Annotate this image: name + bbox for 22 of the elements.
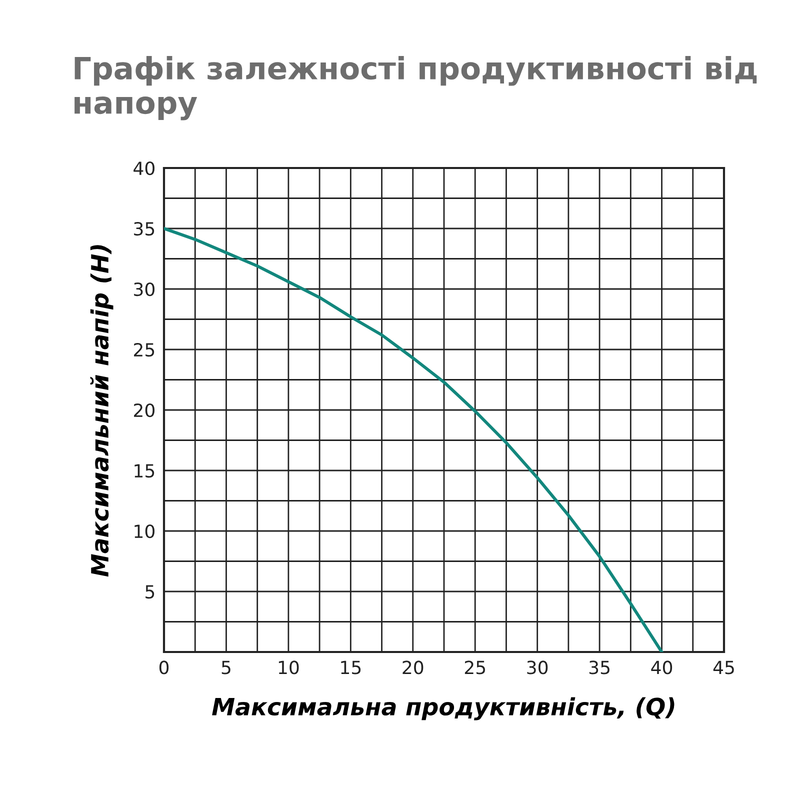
y-tick-label: 25 xyxy=(134,342,154,357)
x-tick-label: 40 xyxy=(651,660,672,674)
y-axis-title: Максимальний напір (H) xyxy=(90,245,114,577)
x-tick-label: 35 xyxy=(589,660,610,674)
y-tick-label: 5 xyxy=(146,585,154,599)
x-tick-label: 0 xyxy=(159,660,169,674)
y-tick-label: 35 xyxy=(134,222,154,236)
x-tick-label: 15 xyxy=(341,660,361,674)
x-tick-label: 30 xyxy=(527,660,548,674)
x-axis-title: Максимальна продуктивність, (Q) xyxy=(212,697,674,720)
y-tick-label: 20 xyxy=(134,403,154,418)
y-tick-label: 10 xyxy=(134,524,154,538)
x-tick-label: 10 xyxy=(278,660,299,674)
x-tick-label: 20 xyxy=(402,660,424,674)
x-tick-label: 45 xyxy=(713,660,734,674)
x-tick-label: 5 xyxy=(222,660,230,674)
chart-title: Графік залежності продуктивності від напору xyxy=(74,56,757,120)
x-tick-label: 25 xyxy=(464,660,486,674)
line-series xyxy=(164,226,664,652)
y-tick-label: 30 xyxy=(134,282,154,296)
y-tick-label: 40 xyxy=(134,161,154,176)
y-tick-label: 15 xyxy=(134,464,154,478)
